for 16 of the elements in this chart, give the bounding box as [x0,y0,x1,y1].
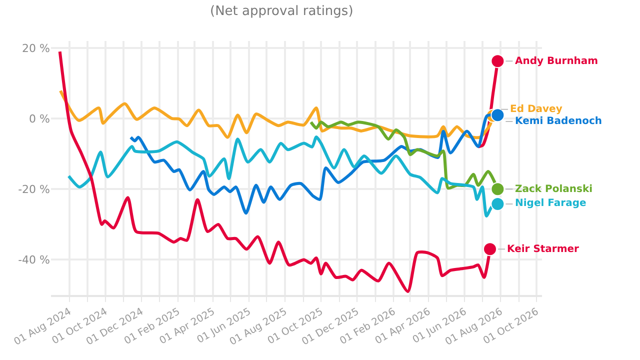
point [490,108,505,122]
point [490,196,505,211]
point [483,242,497,256]
series-label: Keir Starmer [507,244,580,255]
chart-subtitle: (Net approval ratings) [210,4,354,19]
point [490,54,505,68]
y-tick-label: -20 % [18,183,50,196]
y-tick-label: 0 % [29,112,50,126]
series-label: Zack Polanski [515,184,593,195]
series-label: Ed Davey [510,104,563,115]
series-label: Nigel Farage [515,198,586,209]
series-label: Andy Burnham [515,56,598,67]
y-tick-label: 20 % [22,42,50,55]
point [490,182,505,196]
y-tick-label: -40 % [18,254,50,267]
series-label: Kemi Badenoch [515,116,602,127]
